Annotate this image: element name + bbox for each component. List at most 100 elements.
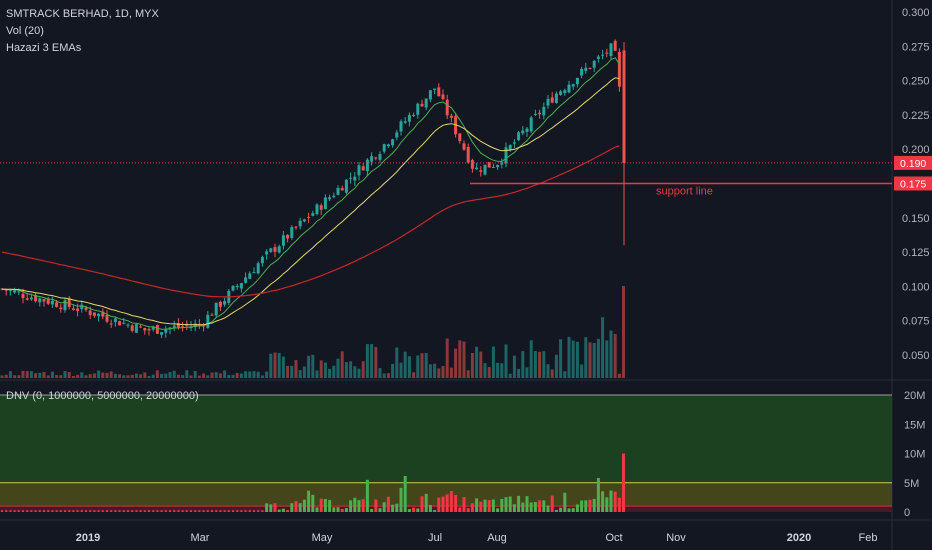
candle-body [328, 197, 332, 200]
candle-body [25, 298, 29, 300]
dnv-bar [365, 479, 369, 512]
volume-bar [428, 364, 432, 378]
ema-indicator-label[interactable]: Hazazi 3 EMAs [6, 42, 82, 54]
volume-bar [206, 375, 210, 378]
candle-body [13, 290, 17, 293]
candle-body [365, 159, 369, 172]
dnv-bar [559, 507, 563, 512]
dnv-bar [357, 500, 361, 512]
volume-bar [617, 373, 621, 378]
candle-body [176, 323, 180, 328]
symbol-title[interactable]: SMTRACK BERHAD, 1D, MYX [6, 8, 159, 20]
candle-body [382, 144, 386, 152]
candle-body [470, 160, 474, 169]
candle-body [491, 167, 495, 169]
candle-body [235, 285, 239, 288]
candle-body [462, 143, 466, 150]
volume-bar [193, 371, 197, 378]
volume-bar [609, 330, 613, 378]
candle-body [214, 302, 218, 316]
dnv-bar [202, 510, 205, 512]
volume-bar [223, 370, 227, 378]
candle-body [55, 302, 59, 308]
dnv-bar [315, 507, 319, 512]
candle-body [17, 291, 21, 293]
dnv-bar [571, 508, 575, 512]
volume-bar [559, 339, 563, 378]
dnv-bar [253, 510, 255, 512]
candle-body [76, 308, 80, 311]
dnv-bar [584, 500, 588, 512]
volume-bar [424, 352, 428, 378]
volume-bar [445, 338, 449, 378]
volume-bar [521, 351, 525, 378]
volume-bar [386, 373, 390, 378]
volume-bar [244, 371, 248, 378]
volume-bar [8, 371, 12, 378]
candle-body [580, 68, 584, 76]
candle-body [294, 226, 298, 228]
dnv-indicator-label[interactable]: DNV (0, 1000000, 5000000, 20000000) [6, 390, 199, 402]
volume-bar [571, 340, 575, 378]
price-tick-label: 0.150 [902, 213, 930, 225]
volume-bar [92, 373, 96, 378]
candle-body [164, 328, 168, 333]
volume-bar-peak [622, 286, 625, 378]
price-tick-label: 0.300 [902, 7, 930, 19]
candle-body [281, 235, 285, 246]
volume-bar [374, 346, 378, 378]
candle-body [71, 308, 75, 310]
volume-indicator-label[interactable]: Vol (20) [6, 25, 44, 37]
candle-body [500, 162, 504, 165]
candle-body [29, 297, 33, 300]
candle-body [332, 195, 336, 198]
dnv-bar [538, 500, 542, 512]
dnv-bar [517, 495, 521, 512]
volume-bar [538, 351, 542, 378]
candle-body [445, 99, 449, 116]
volume-bar [294, 360, 298, 378]
dnv-bar [223, 510, 226, 512]
dnv-bar [265, 503, 269, 512]
dnv-bar [487, 500, 491, 512]
volume-bar [17, 375, 21, 378]
volume-bar [281, 356, 285, 378]
dnv-bar [47, 510, 50, 512]
candle-body [46, 299, 50, 304]
volume-bar [407, 356, 411, 378]
dnv-bar [466, 508, 470, 512]
dnv-bar [122, 510, 125, 512]
volume-bar [500, 363, 504, 378]
volume-bar [487, 367, 491, 378]
volume-bar [315, 370, 319, 378]
volume-bar [580, 364, 584, 378]
candle-body [336, 187, 340, 195]
dnv-bar [194, 510, 197, 512]
volume-bar [344, 362, 348, 378]
dnv-bar [227, 510, 230, 512]
dnv-bar [290, 503, 294, 512]
candle-body [130, 325, 134, 331]
volume-bar [235, 372, 239, 378]
dnv-bar [101, 510, 104, 512]
candle-body [218, 301, 222, 307]
dnv-bar [521, 502, 525, 512]
volume-bar [139, 374, 143, 378]
candle-body [59, 307, 63, 310]
volume-bar [97, 370, 101, 378]
volume-bar [466, 370, 470, 378]
dnv-bar [131, 510, 134, 512]
candle-body [374, 157, 378, 159]
volume-bar [470, 352, 474, 378]
candle-body [105, 314, 109, 322]
dnv-bar [424, 493, 428, 512]
dnv-bar [445, 494, 449, 512]
volume-bar [357, 368, 361, 378]
candle-body [361, 166, 365, 171]
volume-bar [109, 371, 113, 378]
time-tick-label: May [312, 532, 333, 544]
volume-bar [231, 374, 235, 378]
volume-bar [475, 346, 479, 378]
dnv-tick-label: 5M [904, 478, 919, 490]
volume-bar [433, 363, 437, 378]
